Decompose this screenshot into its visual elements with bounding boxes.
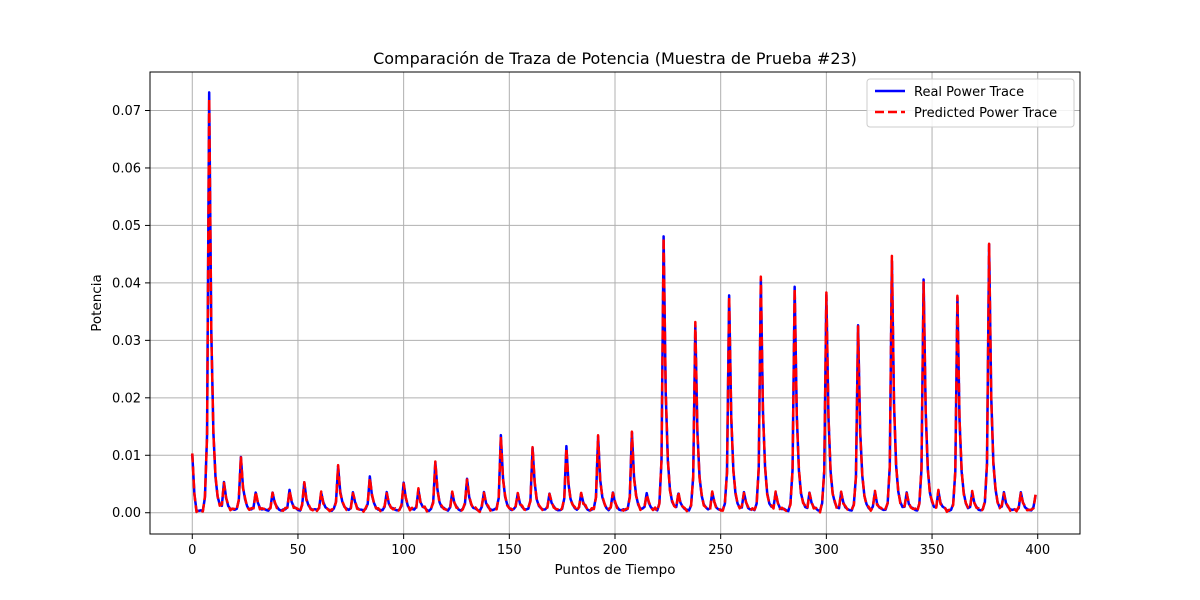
x-axis-title: Puntos de Tiempo xyxy=(555,562,676,578)
x-tick-label: 150 xyxy=(497,543,522,558)
chart-title: Comparación de Traza de Potencia (Muestr… xyxy=(373,49,857,68)
x-axis-ticks: 0 50 100 150 200 250 300 350 400 xyxy=(188,534,1050,558)
series-lines xyxy=(191,91,1037,514)
legend-label-predicted: Predicted Power Trace xyxy=(914,106,1057,121)
x-tick-label: 300 xyxy=(814,543,839,558)
y-tick-label: 0.04 xyxy=(112,276,141,291)
legend-box xyxy=(866,78,1075,128)
grid-lines xyxy=(150,72,1080,534)
y-tick-label: 0.06 xyxy=(112,161,141,176)
x-tick-label: 200 xyxy=(603,543,628,558)
y-tick-label: 0.01 xyxy=(112,449,141,464)
y-axis-title: Potencia xyxy=(89,274,105,332)
y-tick-label: 0.07 xyxy=(112,104,141,119)
y-tick-label: 0.00 xyxy=(112,506,141,521)
legend-label-real: Real Power Trace xyxy=(914,85,1024,100)
x-tick-label: 0 xyxy=(188,543,196,558)
y-tick-label: 0.05 xyxy=(112,219,141,234)
y-axis-ticks: 0.00 0.01 0.02 0.03 0.04 0.05 0.06 0.07 xyxy=(112,104,150,521)
legend: Real Power Trace Predicted Power Trace xyxy=(866,78,1075,128)
x-tick-label: 350 xyxy=(920,543,945,558)
y-tick-label: 0.03 xyxy=(112,334,141,349)
series-line-predicted xyxy=(191,97,1037,514)
y-tick-label: 0.02 xyxy=(112,391,141,406)
x-tick-label: 50 xyxy=(290,543,307,558)
x-tick-label: 100 xyxy=(391,543,416,558)
x-tick-label: 250 xyxy=(708,543,733,558)
x-tick-label: 400 xyxy=(1025,543,1050,558)
